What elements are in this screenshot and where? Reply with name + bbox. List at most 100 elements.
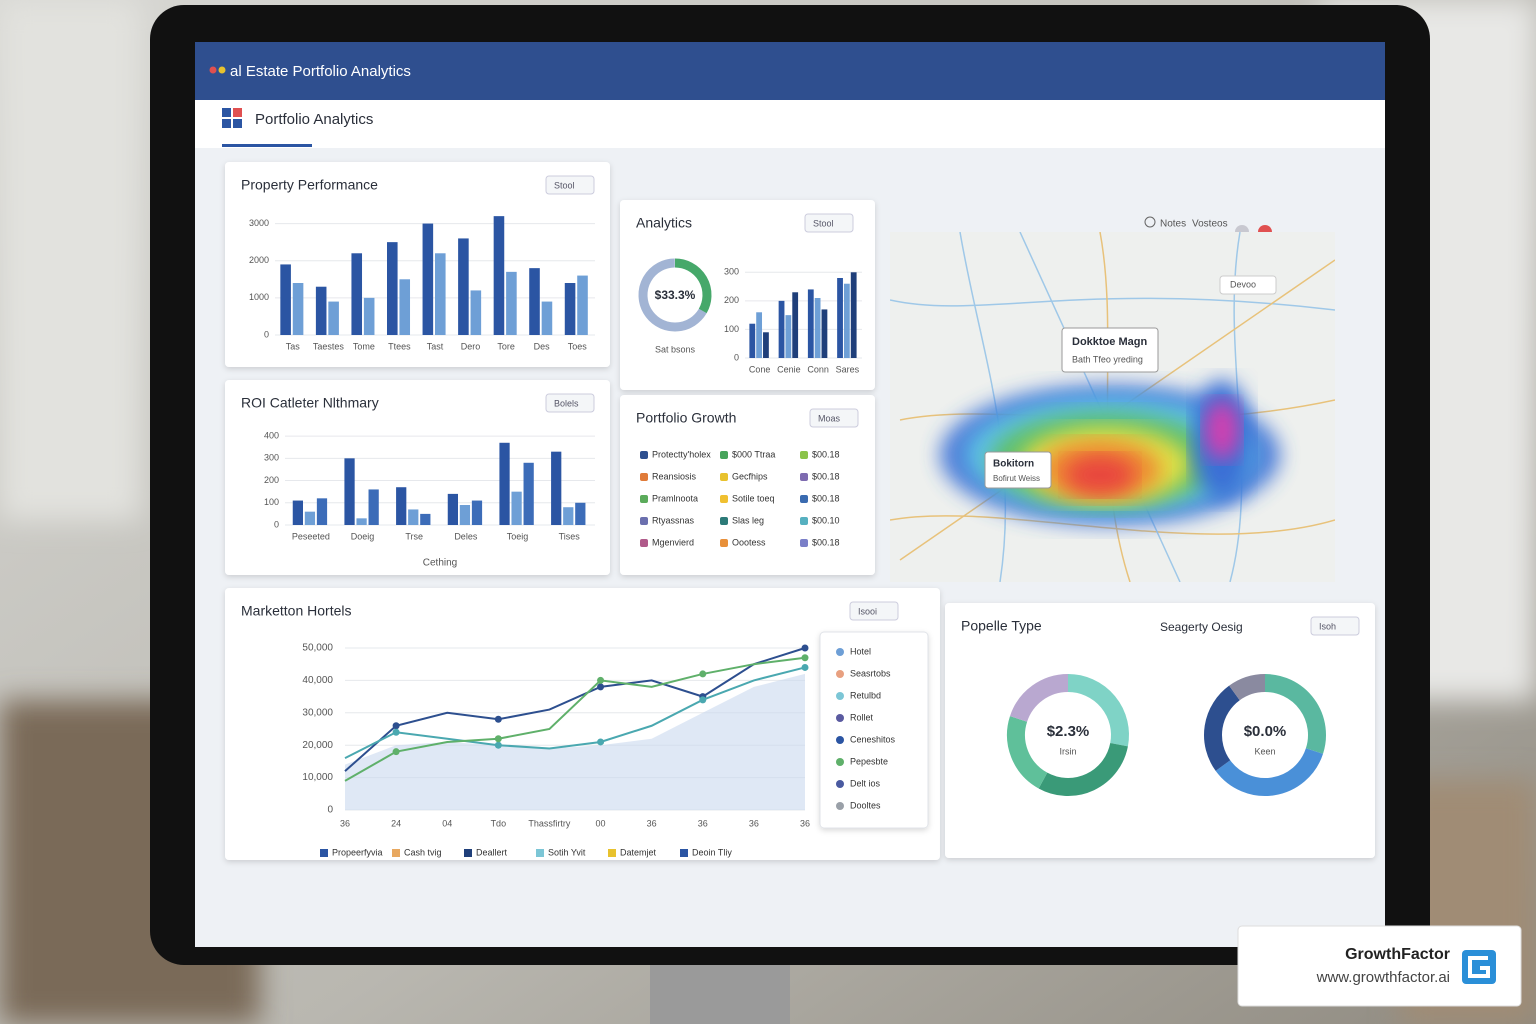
x-tick-label: 36: [800, 818, 810, 828]
point: [801, 644, 809, 652]
x-tick-label: Tas: [286, 341, 301, 351]
y-tick-label: 200: [264, 475, 279, 485]
legend-swatch: [800, 473, 808, 481]
bar: [511, 491, 522, 525]
legend-label: $00.18: [812, 471, 840, 481]
map-label: Bokitorn: [993, 459, 1034, 470]
title-bar: [195, 42, 1385, 100]
donut-caption: Irsin: [1059, 746, 1076, 756]
bar: [420, 513, 431, 525]
x-tick-label: Cone: [749, 364, 771, 374]
x-tick-label: 24: [391, 818, 401, 828]
legend-label: Pramlnoota: [652, 493, 698, 503]
donut-segment: [1007, 716, 1048, 789]
bar: [280, 264, 291, 335]
legend-label: Datemjet: [620, 847, 657, 857]
legend-label: $00.18: [812, 449, 840, 459]
legend-label: Deallert: [476, 847, 508, 857]
map-callout: [984, 451, 1052, 489]
search-icon: [1144, 216, 1156, 228]
legend-label: Sotih Yvit: [548, 847, 586, 857]
bar: [763, 332, 769, 358]
x-tick-label: 36: [647, 818, 657, 828]
legend-swatch: [680, 849, 688, 857]
x-tick-label: 00: [596, 818, 606, 828]
x-tick-label: Ttees: [388, 341, 411, 351]
bar: [459, 505, 471, 525]
panel-title: Portfolio Growth: [636, 410, 736, 426]
bar: [529, 268, 540, 335]
bar: [458, 238, 469, 335]
x-tick-label: Cenie: [777, 364, 801, 374]
donut-caption: Sat bsons: [655, 344, 696, 354]
donut-arc-rest: [638, 258, 707, 332]
legend-dot: [836, 736, 844, 744]
y-tick-label: 0: [734, 352, 739, 362]
legend-label: Hotel: [850, 646, 871, 656]
bar: [304, 511, 316, 525]
point: [494, 715, 502, 723]
point: [494, 741, 502, 749]
bar: [408, 509, 419, 525]
point: [392, 748, 400, 756]
panel-subtitle: Seagerty Oesig: [1160, 620, 1243, 634]
point: [801, 663, 809, 671]
x-tick-label: Sares: [836, 364, 860, 374]
legend-dot: [836, 714, 844, 722]
window-dot: [218, 66, 226, 74]
bar: [850, 272, 857, 358]
x-tick-label: 36: [340, 818, 350, 828]
donut-segment: [1229, 674, 1266, 701]
dropdown: [1310, 616, 1360, 636]
y-tick-label: 3000: [249, 218, 269, 228]
point: [597, 738, 605, 746]
map-road: [959, 232, 1007, 582]
x-tick-label: Tome: [353, 341, 375, 351]
dropdown-label: Isooi: [858, 606, 877, 616]
bar: [422, 223, 434, 335]
legend-swatch: [800, 495, 808, 503]
map-callout-title: Dokktoe Magn: [1072, 336, 1147, 348]
legend-swatch: [720, 451, 728, 459]
legend-dot: [836, 758, 844, 766]
legend-swatch: [640, 539, 648, 547]
y-tick-label: 0: [274, 519, 279, 529]
legend-dot: [836, 780, 844, 788]
badge: [1237, 925, 1522, 1007]
legend-swatch: [320, 849, 328, 857]
legend-label: Rtyassnas: [652, 515, 695, 525]
point: [597, 676, 605, 684]
x-tick-label: Toes: [568, 341, 588, 351]
x-tick-label: Tises: [559, 531, 581, 541]
donut-label: $33.3%: [655, 288, 696, 302]
dropdown: [849, 601, 899, 621]
map-callout-sub: Bath Tfeo yreding: [1072, 354, 1143, 364]
nav-bar: [195, 100, 1385, 148]
y-tick-label: 30,000: [302, 707, 333, 718]
line: [344, 666, 806, 760]
panel: [225, 380, 610, 575]
bar: [356, 518, 367, 525]
line: [344, 647, 806, 772]
panel-title: ROI Catleter Nlthmary: [241, 395, 379, 411]
legend-label: Cash tvig: [404, 847, 442, 857]
legend-swatch: [720, 517, 728, 525]
bar: [363, 297, 375, 335]
legend-swatch: [640, 495, 648, 503]
point: [801, 654, 809, 662]
app-title: al Estate Portfolio Analytics: [230, 63, 411, 80]
legend-label: Protectty'holex: [652, 449, 711, 459]
dropdown-label: Stool: [554, 180, 575, 190]
legend-swatch: [640, 517, 648, 525]
dropdown-label: Stool: [813, 218, 834, 228]
bar: [328, 301, 339, 335]
map-control-label: Devoo: [1230, 279, 1256, 289]
bar: [470, 290, 482, 335]
legend-label: $000 Ttraa: [732, 449, 775, 459]
bar: [575, 502, 586, 525]
x-tick-label: Conn: [807, 364, 829, 374]
donut-segment: [1264, 674, 1326, 754]
bar: [399, 279, 411, 335]
logo: [222, 108, 231, 117]
x-tick-label: Peseeted: [292, 531, 330, 541]
